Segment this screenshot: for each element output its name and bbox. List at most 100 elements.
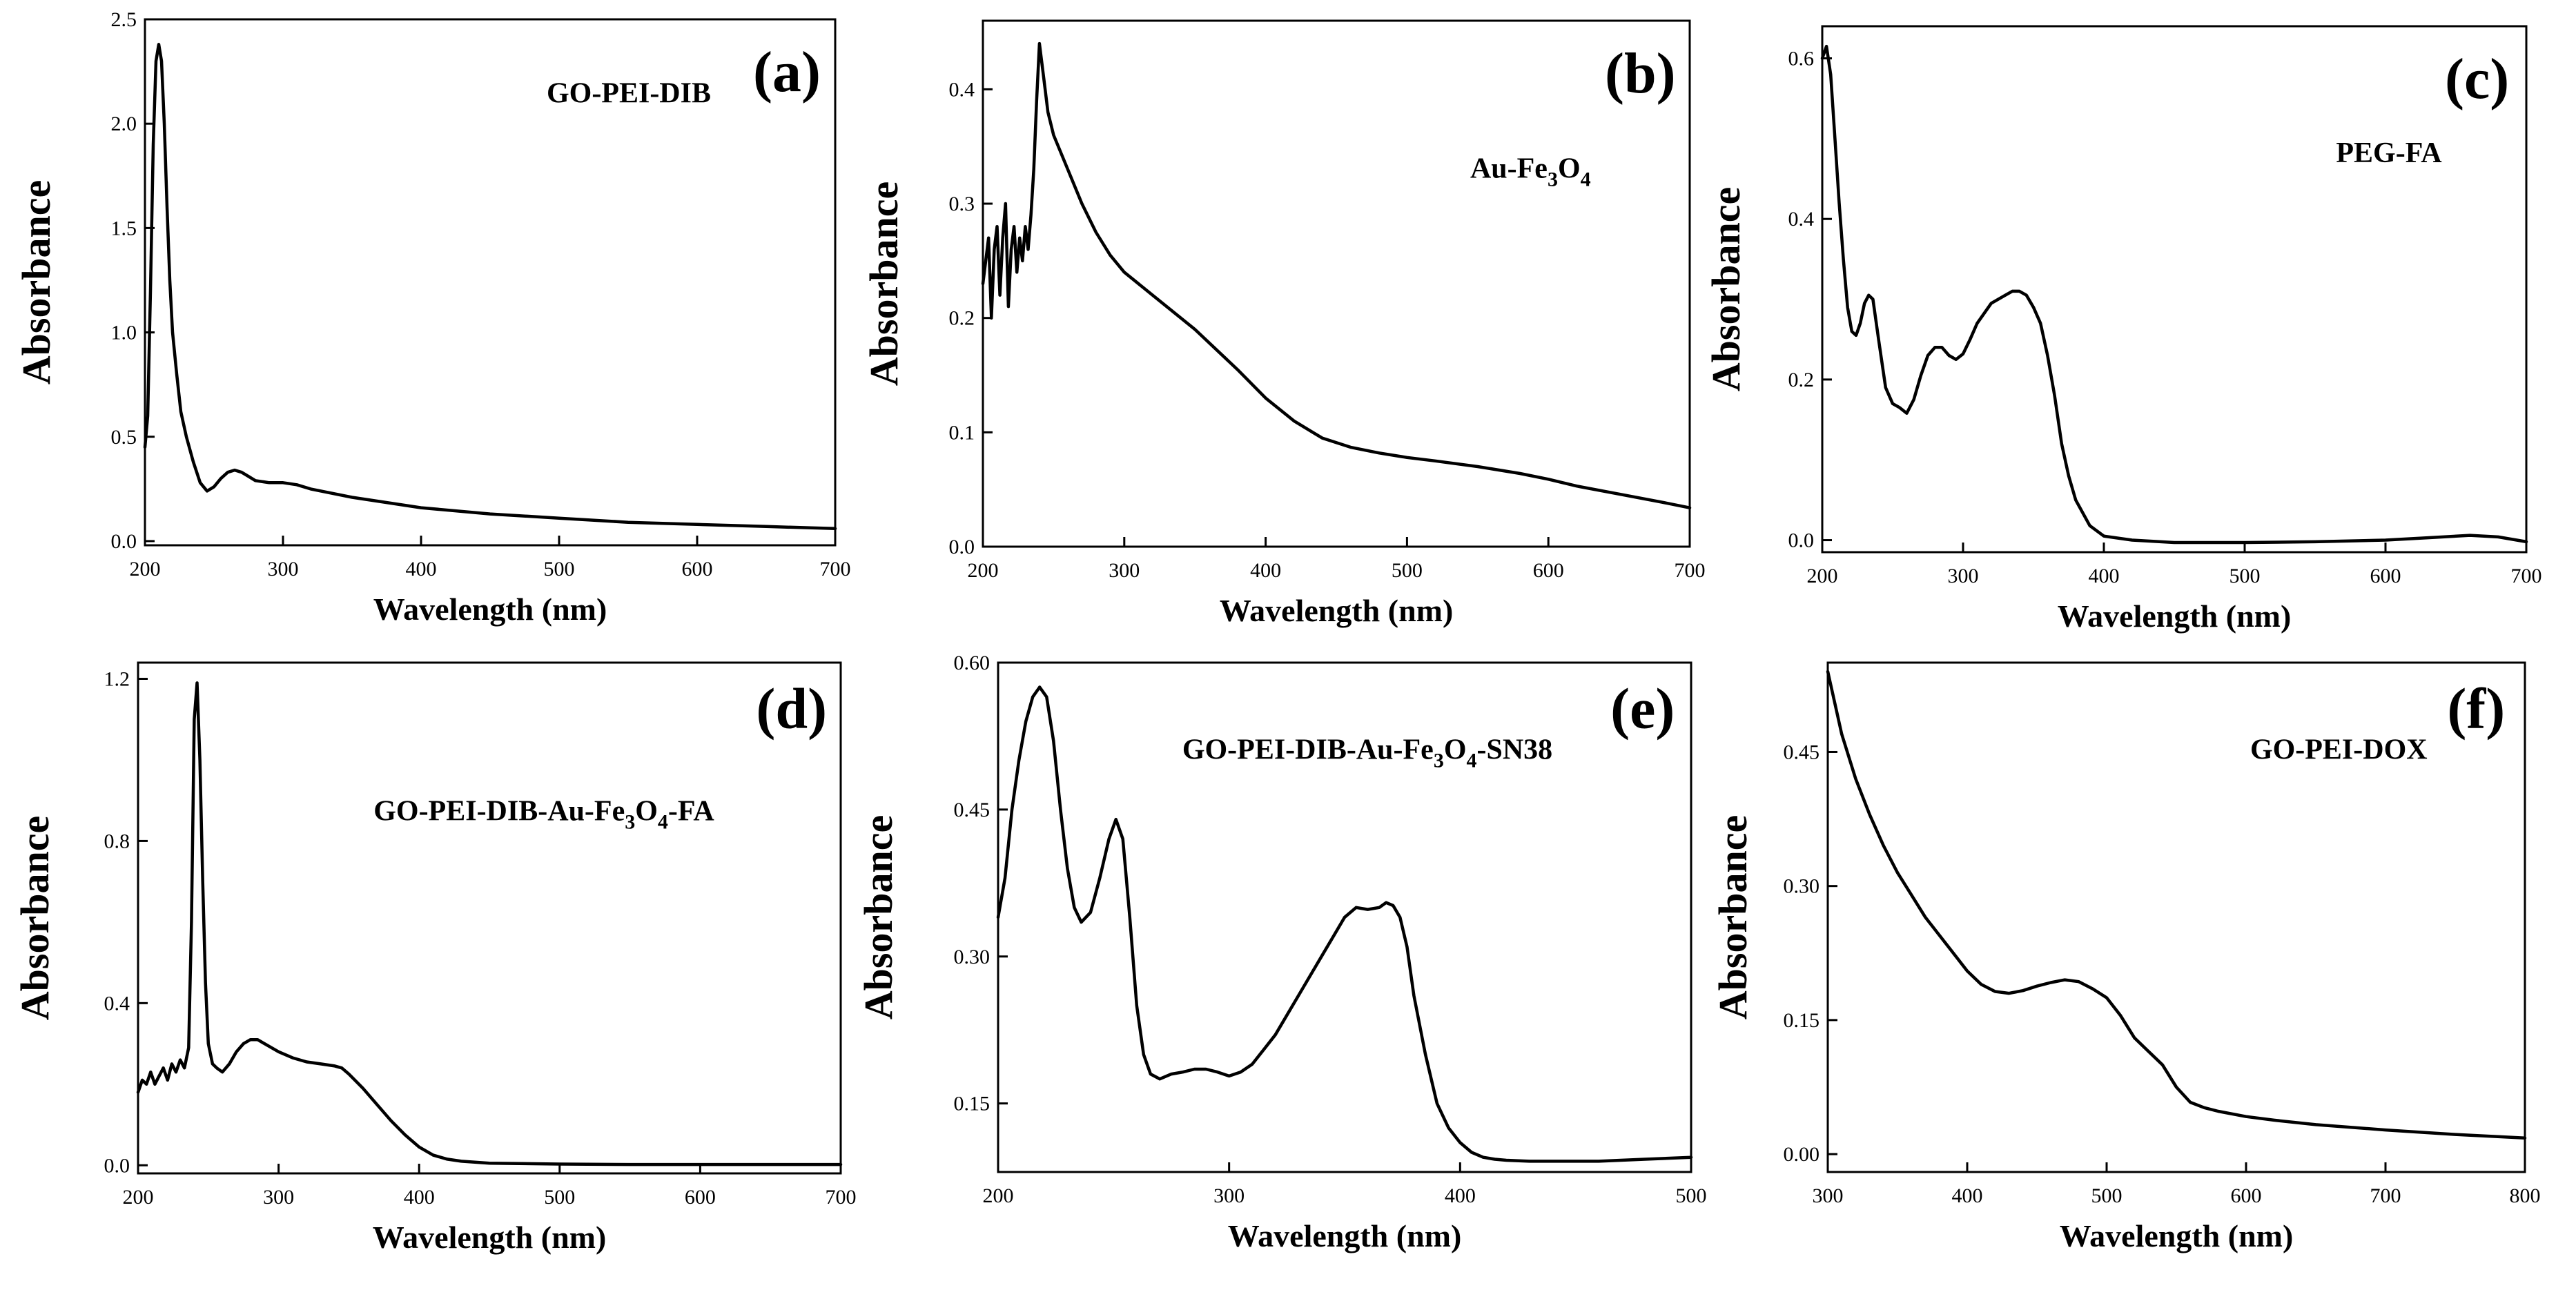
y-tick-label: 1.5 xyxy=(111,217,137,240)
y-tick-label: 0.4 xyxy=(1788,208,1815,231)
x-tick-label: 200 xyxy=(968,559,999,582)
x-tick-label: 200 xyxy=(123,1186,154,1209)
y-tick-label: 0.8 xyxy=(104,830,130,852)
x-tick-label: 600 xyxy=(685,1186,716,1209)
x-axis-label: Wavelength (nm) xyxy=(373,1220,607,1255)
x-tick-label: 200 xyxy=(983,1184,1014,1207)
y-tick-label: 0.6 xyxy=(1788,48,1815,70)
y-tick-label: 0.2 xyxy=(949,307,975,330)
y-tick-label: 0.0 xyxy=(1788,529,1815,552)
x-tick-label: 300 xyxy=(1213,1184,1245,1207)
panel-letter: (a) xyxy=(753,40,821,104)
y-tick-label: 0.00 xyxy=(1784,1143,1820,1166)
x-axis-label: Wavelength (nm) xyxy=(2060,1218,2294,1253)
plot-frame xyxy=(137,661,842,1175)
chart-panel-2: 200 300 400 500 600 700 0.0 0.1 0.2 0.3 0.4 Wavelen… xyxy=(861,19,1706,628)
panel-letter: (e) xyxy=(1610,676,1675,741)
chart-panel-6: 300 400 500 600 700 800 0.00 0.15 0.30 0.45 Wavele… xyxy=(1710,661,2541,1253)
y-axis-label: Absorbance xyxy=(856,815,901,1019)
chart-panel-3: 200 300 400 500 600 700 0.0 0.2 0.4 0.6 Wavelength… xyxy=(1704,25,2542,634)
x-axis-label: Wavelength (nm) xyxy=(1228,1218,1462,1253)
x-tick-label: 300 xyxy=(268,558,299,580)
y-axis-label: Absorbance xyxy=(861,182,906,386)
x-tick-label: 500 xyxy=(544,558,575,580)
plot-frame xyxy=(144,18,837,547)
x-tick-label: 400 xyxy=(404,1186,435,1209)
y-tick-label: 0.15 xyxy=(954,1093,991,1115)
x-tick-label: 200 xyxy=(130,558,161,580)
x-tick-label: 400 xyxy=(1952,1184,1983,1207)
x-tick-label: 600 xyxy=(2231,1184,2262,1207)
x-tick-label: 500 xyxy=(1392,559,1423,582)
panel-letter: (f) xyxy=(2447,676,2505,741)
x-tick-label: 400 xyxy=(2089,565,2120,587)
y-tick-label: 0.45 xyxy=(1784,741,1820,763)
spectrum-line xyxy=(1820,44,2528,545)
x-tick-label: 300 xyxy=(1813,1184,1844,1207)
x-tick-label: 600 xyxy=(2370,565,2401,587)
x-tick-label: 200 xyxy=(1807,565,1838,587)
x-tick-label: 700 xyxy=(2370,1184,2401,1207)
x-tick-label: 300 xyxy=(1948,565,1979,587)
sample-label: PEG-FA xyxy=(2336,137,2442,169)
y-axis-label: Absorbance xyxy=(1704,187,1748,391)
x-tick-label: 700 xyxy=(820,558,851,580)
y-tick-label: 2.0 xyxy=(111,113,137,135)
plot-frame xyxy=(1826,661,2526,1173)
sample-label: GO-PEI-DOX xyxy=(2250,734,2428,765)
x-tick-label: 400 xyxy=(1250,559,1281,582)
y-tick-label: 0.4 xyxy=(949,78,975,101)
spectrum-line xyxy=(136,681,843,1166)
x-tick-label: 700 xyxy=(2511,565,2542,587)
x-tick-label: 400 xyxy=(406,558,437,580)
x-tick-label: 500 xyxy=(2091,1184,2123,1207)
panel-letter: (b) xyxy=(1605,41,1676,106)
y-tick-label: 0.0 xyxy=(104,1154,130,1177)
spectrum-line xyxy=(996,685,1693,1163)
chart-panel-5: 200 300 400 500 0.15 0.30 0.45 0.60 Wavelength (… xyxy=(856,652,1707,1253)
y-tick-label: 0.30 xyxy=(1784,875,1820,898)
x-tick-label: 600 xyxy=(1533,559,1564,582)
x-tick-label: 500 xyxy=(1676,1184,1707,1207)
y-tick-label: 0.5 xyxy=(111,426,137,449)
y-tick-label: 0.1 xyxy=(949,421,975,444)
plot-frame xyxy=(1821,25,2528,554)
chart-panel-1: 200 300 400 500 600 700 0.0 0.5 1.0 1.5 2.0 2.5 Wave… xyxy=(14,8,851,627)
y-tick-label: 1.0 xyxy=(111,322,137,344)
y-tick-label: 0.15 xyxy=(1784,1009,1820,1032)
x-tick-label: 300 xyxy=(1109,559,1140,582)
sample-label: GO-PEI-DIB xyxy=(547,78,711,110)
x-tick-label: 700 xyxy=(1675,559,1706,582)
y-tick-label: 0.4 xyxy=(104,992,130,1015)
y-tick-label: 1.2 xyxy=(104,667,130,690)
spectrum-line xyxy=(143,43,837,531)
x-axis-label: Wavelength (nm) xyxy=(373,592,607,627)
x-tick-label: 600 xyxy=(682,558,713,580)
x-tick-label: 500 xyxy=(2229,565,2261,587)
panel-letter: (c) xyxy=(2445,47,2509,111)
x-tick-label: 800 xyxy=(2510,1184,2541,1207)
x-axis-label: Wavelength (nm) xyxy=(2058,598,2292,634)
y-axis-label: Absorbance xyxy=(1710,815,1755,1019)
sample-label: GO-PEI-DIB-Au-Fe3O4-FA xyxy=(373,796,714,834)
y-tick-label: 2.5 xyxy=(111,8,137,31)
y-axis-label: Absorbance xyxy=(12,816,57,1020)
sample-label: Au-Fe3O4 xyxy=(1470,153,1591,191)
spectrum-line xyxy=(981,41,1692,509)
y-tick-label: 0.60 xyxy=(954,652,991,674)
x-tick-label: 300 xyxy=(263,1186,294,1209)
y-tick-label: 0.45 xyxy=(954,799,991,821)
x-tick-label: 500 xyxy=(544,1186,575,1209)
spectrum-line xyxy=(1826,670,2527,1140)
chart-panel-4: 200 300 400 500 600 700 0.0 0.4 0.8 1.2 Wavelength… xyxy=(12,661,857,1255)
panel-letter: (d) xyxy=(756,677,827,741)
y-tick-label: 0.0 xyxy=(111,530,137,553)
x-axis-label: Wavelength (nm) xyxy=(1220,593,1454,628)
y-tick-label: 0.2 xyxy=(1788,369,1815,391)
sample-label: GO-PEI-DIB-Au-Fe3O4-SN38 xyxy=(1182,734,1552,772)
y-tick-label: 0.3 xyxy=(949,193,975,215)
y-axis-label: Absorbance xyxy=(14,180,59,384)
plot-frame xyxy=(982,19,1691,548)
y-tick-label: 0.30 xyxy=(954,946,991,968)
